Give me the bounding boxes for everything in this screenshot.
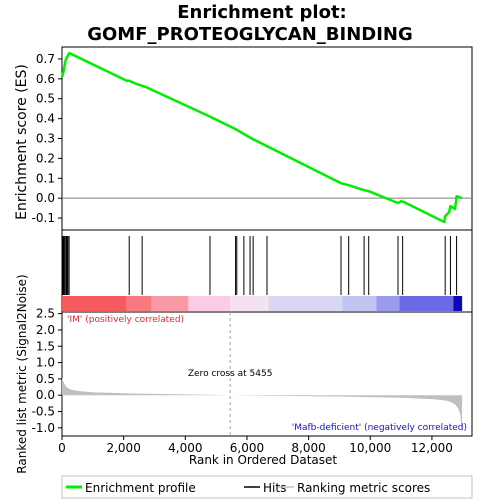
color-bar-segment [126, 296, 152, 311]
chart-title-line1: Enrichment plot: [177, 2, 347, 23]
rank-y-tick-label: -0.5 [32, 405, 55, 419]
rank-panel-frame [61, 311, 473, 437]
legend-enrichment-label: Enrichment profile [85, 481, 196, 495]
rank-y-tick-label: 0.0 [36, 388, 55, 402]
enrichment-profile-line [60, 51, 463, 224]
color-bar-segment [62, 296, 127, 311]
rank-x-tick-label: 8,000 [291, 441, 325, 455]
legend-hits-label: Hits [263, 481, 286, 495]
es-y-tick-label: 0.6 [36, 72, 55, 86]
rank-x-axis-label: Rank in Ordered Dataset [189, 453, 337, 467]
color-bar-segment [151, 296, 189, 311]
color-bar-segment [453, 296, 463, 311]
rank-y-tick-label: 1.0 [36, 356, 55, 370]
color-bar-segment [188, 296, 231, 311]
rank-y-axis-label: Ranked list metric (Signal2Noise) [15, 274, 29, 473]
rank-y-tick-label: 2.5 [36, 307, 55, 321]
rank-x-tick-label: 0 [58, 441, 66, 455]
color-bar-segment [268, 296, 343, 311]
rank-y-tick-label: 0.5 [36, 372, 55, 386]
hits-marks [61, 236, 458, 295]
color-bar-segment [399, 296, 454, 311]
es-y-tick-label: 0.3 [36, 132, 55, 146]
color-bar-segment [230, 296, 269, 311]
rank-x-tick-label: 10,000 [349, 441, 391, 455]
es-panel-axes: -0.1 0.0 0.1 0.2 0.3 0.4 0.5 0.6 0.7 [32, 52, 433, 233]
rank-x-tick-label: 4,000 [168, 441, 202, 455]
es-panel-frame [61, 46, 473, 231]
negative-correlation-label: 'Mafb-deficient' (negatively correlated) [292, 423, 467, 433]
color-bar-segment [342, 296, 377, 311]
color-bar-segment [376, 296, 400, 311]
rank-x-tick-label: 12,000 [411, 441, 453, 455]
es-y-tick-label: 0.0 [36, 191, 55, 205]
zero-cross-label: Zero cross at 5455 [188, 369, 273, 379]
rank-color-bar [62, 296, 463, 311]
es-y-tick-label: 0.1 [36, 171, 55, 185]
es-y-tick-label: 0.2 [36, 151, 55, 165]
rank-y-tick-label: -1.0 [32, 421, 55, 435]
es-y-axis-label: Enrichment score (ES) [14, 64, 30, 220]
legend-box [61, 475, 473, 499]
rank-x-tick-label: 6,000 [230, 441, 264, 455]
rank-panel-axes: -1.0 -0.5 0.0 0.5 1.0 1.5 2.0 2.5 0 2,000 4,000 6,0… [32, 307, 453, 455]
positive-correlation-label: 'IM' (positively correlated) [67, 315, 184, 325]
rank-y-tick-label: 2.0 [36, 323, 55, 337]
rank-y-tick-label: 1.5 [36, 339, 55, 353]
es-y-tick-label: 0.7 [36, 52, 55, 66]
rank-x-tick-label: 2,000 [106, 441, 140, 455]
es-y-tick-label: 0.4 [36, 112, 55, 126]
chart-title-line2: GOMF_PROTEOGLYCAN_BINDING [87, 24, 413, 45]
es-y-tick-label: 0.5 [36, 92, 55, 106]
es-y-tick-label: -0.1 [32, 211, 55, 225]
legend-ranking-label: Ranking metric scores [297, 481, 430, 495]
